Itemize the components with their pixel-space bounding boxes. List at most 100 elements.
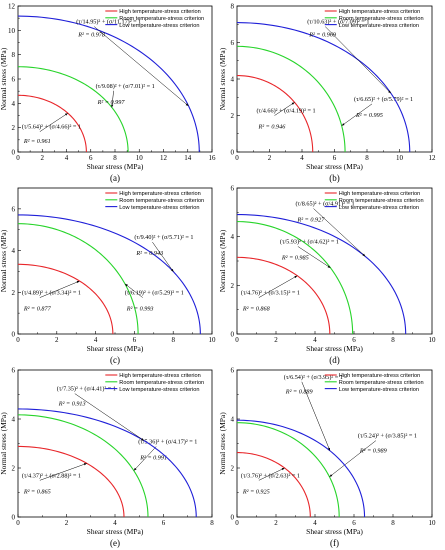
legend-entry: High temperature-stress criterion: [119, 191, 200, 197]
criterion-equation: (τ/6.65)² + (σ/5.79)² = 1: [354, 96, 413, 103]
x-axis-label: Shear stress (MPa): [87, 527, 144, 536]
x-tick-label: 4: [113, 519, 117, 527]
x-tick-label: 0: [235, 336, 239, 344]
arrow-head: [294, 275, 298, 279]
r-squared-label: R² = 0.865: [23, 488, 51, 495]
label-pointer: [39, 280, 80, 298]
arrow-head: [327, 447, 331, 451]
r-squared-label: R² = 0.993: [126, 306, 154, 313]
x-tick-label: 2: [268, 154, 272, 162]
r-squared-label: R² = 0.991: [139, 455, 167, 462]
criterion-equation: (τ/7.35)² + (σ/4.41)² = 1: [57, 386, 116, 393]
r-squared-label: R² = 0.997: [97, 99, 126, 106]
label-pointer: [39, 463, 87, 481]
y-axis-label: Normal stress (MPa): [218, 47, 227, 110]
room-temp-curve: [236, 422, 340, 518]
x-tick-label: 4: [94, 336, 98, 344]
label-pointer: [274, 102, 295, 116]
label-pointer: [301, 381, 331, 451]
panel-label: (a): [110, 173, 120, 183]
legend-entry: Low temperature-stress criterion: [339, 387, 419, 393]
y-tick-label: 2: [12, 289, 16, 297]
legend-entry: Low temperature-stress criterion: [339, 205, 419, 211]
r-squared-label: R² = 0.946: [258, 124, 287, 131]
label-pointer: [111, 90, 114, 108]
x-tick-label: 0: [16, 519, 20, 527]
x-tick-label: 6: [333, 154, 337, 162]
legend-entry: Low temperature-stress criterion: [119, 205, 199, 211]
r-squared-label: R² = 0.985: [281, 255, 309, 262]
y-tick-label: 6: [12, 367, 16, 375]
high-temp-curve: [236, 256, 331, 335]
r-squared-label: R² = 0.877: [23, 306, 52, 313]
y-tick-label: 6: [231, 367, 235, 375]
y-tick-label: 6: [231, 185, 235, 193]
y-axis-label: Normal stress (MPa): [0, 412, 8, 475]
legend-entry: Room temperature-stress criterion: [339, 380, 424, 386]
low-temp-curve: [17, 214, 201, 335]
legend-entry: Low temperature-stress criterion: [339, 23, 419, 29]
legend-entry: Room temperature-stress criterion: [119, 380, 204, 386]
y-tick-label: 8: [231, 3, 235, 11]
high-temp-curve: [236, 74, 314, 153]
x-tick-label: 2: [41, 154, 45, 162]
x-tick-label: 4: [65, 154, 69, 162]
x-tick-label: 8: [210, 519, 214, 527]
label-pointer: [258, 275, 298, 298]
panel-label: (d): [329, 355, 340, 365]
panel-a: 0 2 4 6 8 10 12 14 16 0 2 4 6 8 10 12 Shear stress (MPa)…: [0, 3, 216, 184]
criterion-equation: (τ/4.76)² + (σ/3.15)² = 1: [241, 290, 300, 297]
x-tick-label: 6: [89, 154, 93, 162]
x-tick-label: 10: [429, 519, 437, 527]
y-tick-label: 4: [12, 416, 16, 424]
x-tick-label: 2: [274, 336, 278, 344]
y-axis-label: Normal stress (MPa): [218, 229, 227, 292]
criterion-equation: (τ/14.95)² + (σ/11.17)² = 1: [76, 19, 141, 26]
x-tick-label: 12: [429, 154, 437, 162]
x-tick-label: 0: [16, 336, 20, 344]
y-tick-label: 0: [231, 331, 235, 339]
y-tick-label: 6: [12, 205, 16, 213]
label-pointer: [124, 283, 143, 298]
criterion-equation: (τ/4.89)² + (σ/3.34)² = 1: [22, 290, 81, 297]
criterion-equation: (τ/5.93)² + (σ/4.62)² = 1: [280, 238, 339, 245]
low-temp-curve: [17, 408, 197, 518]
r-squared-label: R² = 0.943: [135, 250, 163, 257]
y-tick-label: 2: [231, 465, 235, 473]
r-squared-label: R² = 0.995: [355, 112, 383, 119]
panel-label: (e): [110, 538, 120, 548]
legend-entry: High temperature-stress criterion: [339, 373, 420, 379]
x-tick-label: 6: [352, 336, 356, 344]
y-tick-label: 4: [231, 233, 235, 241]
x-axis-label: Shear stress (MPa): [87, 344, 144, 353]
criterion-equation: (τ/6.54)² + (σ/3.95)² = 1: [284, 374, 343, 381]
x-tick-label: 4: [313, 519, 317, 527]
y-tick-label: 6: [12, 76, 16, 84]
y-tick-label: 0: [12, 331, 16, 339]
arrow-head: [83, 463, 87, 466]
criterion-equation: (τ/8.65)² + (σ/4.91)² = 1: [296, 201, 355, 208]
y-tick-label: 2: [231, 282, 235, 290]
arrow-head: [133, 467, 137, 471]
room-temp-curve: [236, 45, 346, 153]
arrow-head: [110, 104, 114, 108]
x-tick-label: 8: [365, 154, 369, 162]
arrow-head: [141, 438, 145, 441]
panel-label: (f): [330, 538, 339, 548]
r-squared-label: R² = 0.913: [58, 400, 86, 407]
panel-label: (c): [110, 355, 120, 365]
label-pointer: [325, 26, 392, 94]
panel-e: 0 2 4 6 8 0 2 4 6 Shear stress (MPa) Normal stress…: [0, 367, 214, 549]
y-tick-label: 4: [12, 100, 16, 108]
room-temp-curve: [17, 66, 129, 153]
x-tick-label: 2: [274, 519, 278, 527]
arrow-head: [64, 113, 68, 116]
y-tick-label: 2: [231, 112, 235, 120]
arrow-head: [291, 102, 295, 105]
x-tick-label: 6: [133, 336, 137, 344]
x-tick-label: 10: [429, 336, 437, 344]
label-pointer: [94, 26, 189, 107]
r-squared-label: R² = 0.961: [23, 138, 51, 145]
criterion-equation: (τ/3.76)² + (σ/2.63)² = 1: [241, 472, 300, 479]
x-tick-label: 8: [171, 336, 175, 344]
